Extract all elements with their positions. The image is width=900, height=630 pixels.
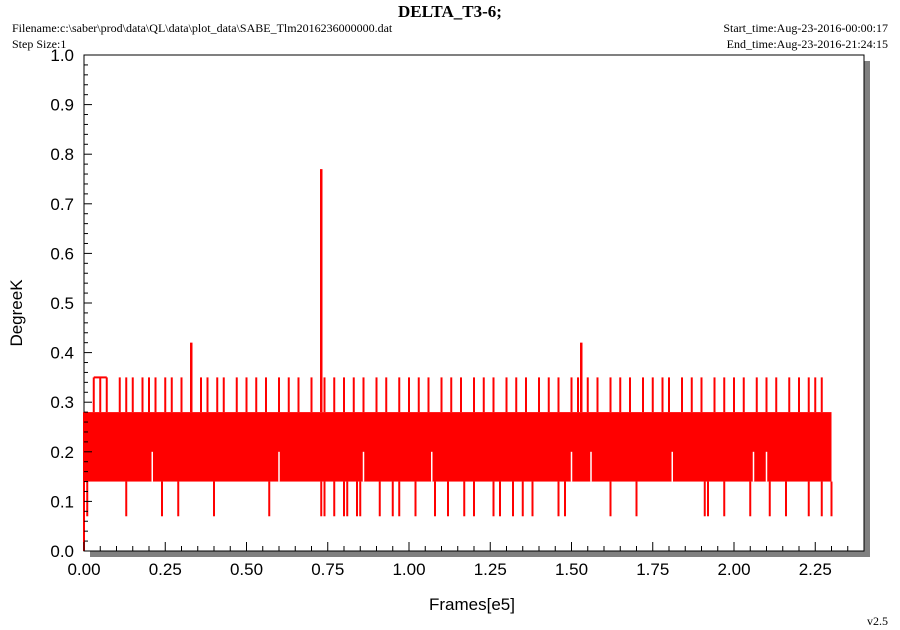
y-tick-label: 0.3 — [50, 393, 74, 412]
chart-title: DELTA_T3-6; — [398, 2, 502, 21]
tick-layer: 0.0 0.1 0.2 0.3 0.4 0.5 0.6 0.7 0.8 0.9 1.0 0.00 0.2… — [50, 46, 865, 579]
y-tick-label: 0.4 — [50, 344, 74, 363]
version-label: v2.5 — [867, 614, 888, 628]
y-axis-label: DegreeK — [7, 279, 26, 347]
x-tick-label: 1.50 — [555, 560, 588, 579]
y-tick-label: 0.0 — [50, 542, 74, 561]
series-layer — [83, 169, 833, 551]
step-size-label: Step Size:1 — [12, 37, 67, 51]
x-tick-label: 0.00 — [67, 560, 100, 579]
y-tick-label: 0.7 — [50, 195, 74, 214]
x-tick-label: 2.00 — [717, 560, 750, 579]
x-tick-label: 0.75 — [311, 560, 344, 579]
y-tick-label: 0.9 — [50, 96, 74, 115]
x-tick-label: 0.50 — [230, 560, 263, 579]
y-tick-label: 0.8 — [50, 145, 74, 164]
y-tick-label: 0.5 — [50, 294, 74, 313]
y-tick-label: 0.6 — [50, 244, 74, 263]
x-tick-label: 1.25 — [474, 560, 507, 579]
x-axis-label: Frames[e5] — [429, 595, 515, 614]
y-tick-label: 0.2 — [50, 443, 74, 462]
y-tick-label: 1.0 — [50, 46, 74, 65]
filename-label: Filename:c:\saber\prod\data\QL\data\plot… — [12, 21, 393, 35]
x-tick-label: 2.25 — [799, 560, 832, 579]
y-tick-label: 0.1 — [50, 492, 74, 511]
series-band — [84, 412, 832, 482]
start-time-label: Start_time:Aug-23-2016-00:00:17 — [723, 21, 888, 35]
x-tick-label: 1.75 — [636, 560, 669, 579]
x-tick-label: 1.00 — [392, 560, 425, 579]
end-time-label: End_time:Aug-23-2016-21:24:15 — [726, 37, 888, 51]
x-tick-label: 0.25 — [149, 560, 182, 579]
